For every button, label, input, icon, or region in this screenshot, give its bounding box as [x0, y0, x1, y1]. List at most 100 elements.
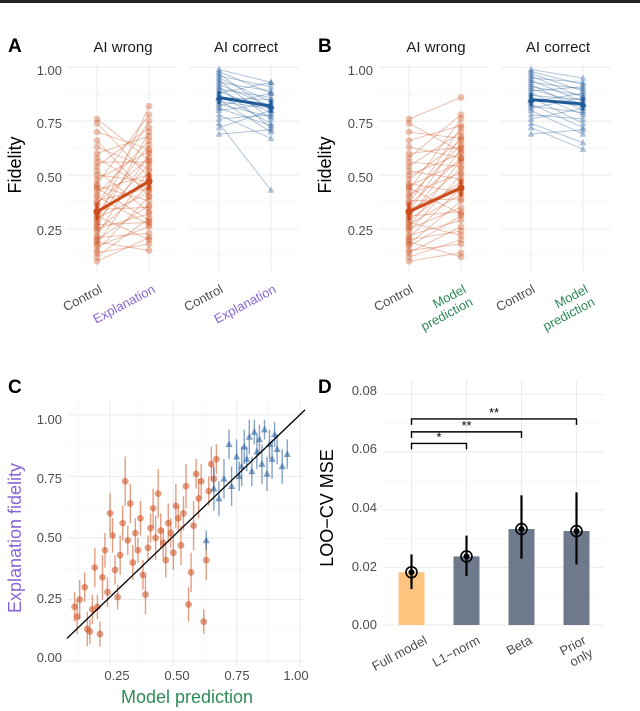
participant-point — [93, 249, 101, 257]
participant-line — [218, 114, 272, 120]
participant-line — [96, 196, 150, 226]
data-point — [212, 455, 220, 463]
data-point — [271, 430, 279, 438]
participant-point — [215, 80, 223, 88]
participant-point — [145, 216, 153, 224]
significance-bracket — [410, 431, 523, 438]
participant-point — [93, 150, 101, 157]
participant-point — [579, 82, 587, 90]
participant-point — [527, 65, 535, 73]
participant-line — [218, 92, 272, 107]
participant-line — [408, 161, 462, 167]
participant-point — [405, 249, 413, 257]
participant-line — [96, 127, 150, 167]
participant-point — [405, 171, 413, 179]
significance-label: * — [436, 429, 441, 444]
panel-a: Fidelity 0.25 0.50 0.75 1.00 AI wrong AI… — [5, 39, 299, 327]
data-point — [253, 447, 261, 455]
panel-c-xticks: 0.25 0.50 0.75 1.00 — [104, 668, 308, 683]
panel-c-ytick: 0.00 — [37, 650, 62, 665]
participant-point — [405, 225, 413, 233]
participant-line — [408, 252, 462, 262]
participant-point — [145, 160, 153, 168]
participant-line — [408, 187, 462, 238]
mean-point — [267, 102, 275, 109]
significance-bracket — [410, 442, 468, 450]
panel-b-yticks: 0.25 0.50 0.75 1.00 — [348, 63, 373, 238]
participant-point — [93, 115, 101, 123]
participant-point — [405, 227, 413, 235]
participant-point — [215, 78, 223, 86]
data-point — [154, 490, 162, 497]
participant-point — [457, 253, 465, 261]
data-point — [139, 571, 147, 579]
data-point — [111, 566, 119, 574]
participant-point — [215, 85, 223, 92]
participant-point — [579, 80, 587, 88]
data-point — [243, 455, 251, 462]
participant-line — [530, 81, 584, 90]
participant-line — [218, 68, 272, 83]
participant-point — [93, 227, 101, 235]
mean-point — [570, 524, 583, 538]
participant-point — [405, 231, 413, 239]
panel-b-ytick: 1.00 — [348, 63, 373, 78]
data-point — [131, 529, 139, 537]
participant-point — [457, 212, 465, 220]
participant-point — [93, 219, 101, 226]
participant-point — [527, 76, 535, 83]
participant-line — [408, 159, 462, 228]
data-point — [109, 532, 116, 539]
data-point — [205, 487, 213, 495]
participant-point — [579, 91, 587, 98]
participant-point — [267, 113, 275, 120]
participant-line — [96, 226, 150, 247]
participant-point — [93, 119, 101, 127]
participant-point — [93, 171, 101, 179]
participant-line — [408, 135, 462, 212]
panel-a-ytick: 0.25 — [37, 223, 62, 238]
data-point — [180, 509, 187, 517]
participant-point — [93, 137, 101, 144]
panel-d-ytick: 0.00 — [352, 617, 377, 632]
participant-point — [527, 78, 535, 86]
participant-point — [405, 193, 413, 200]
panel-c-ylabel: Explanation fidelity — [5, 463, 25, 613]
participant-point — [405, 154, 413, 162]
participant-line — [96, 135, 150, 154]
participant-point — [93, 128, 101, 136]
participant-point — [457, 156, 465, 164]
participant-point — [145, 229, 153, 237]
participant-point — [527, 123, 535, 131]
data-point — [134, 546, 142, 554]
data-point — [121, 477, 129, 485]
participant-line — [96, 237, 150, 262]
participant-point — [405, 219, 413, 226]
participant-line — [530, 75, 584, 98]
participant-point — [405, 115, 413, 123]
participant-point — [145, 234, 153, 241]
participant-point — [457, 115, 465, 123]
participant-point — [579, 110, 587, 118]
participant-line — [218, 99, 272, 133]
participant-line — [530, 79, 584, 103]
data-point — [137, 514, 144, 522]
panel-c-xlabel: Model prediction — [121, 687, 253, 707]
data-point — [157, 527, 165, 534]
participant-line — [96, 144, 150, 215]
participant-point — [457, 154, 465, 162]
participant-point — [93, 225, 101, 233]
participant-point — [215, 130, 223, 137]
participant-point — [405, 158, 413, 166]
participant-point — [405, 143, 413, 151]
participant-point — [457, 137, 465, 144]
data-point — [192, 470, 200, 478]
participant-line — [96, 213, 150, 230]
data-point — [99, 573, 106, 581]
participant-point — [267, 115, 275, 122]
panel-d-ytick: 0.04 — [352, 500, 377, 515]
participant-line — [96, 131, 150, 150]
participant-point — [457, 165, 465, 172]
participant-point — [527, 89, 535, 96]
participant-point — [215, 69, 223, 77]
